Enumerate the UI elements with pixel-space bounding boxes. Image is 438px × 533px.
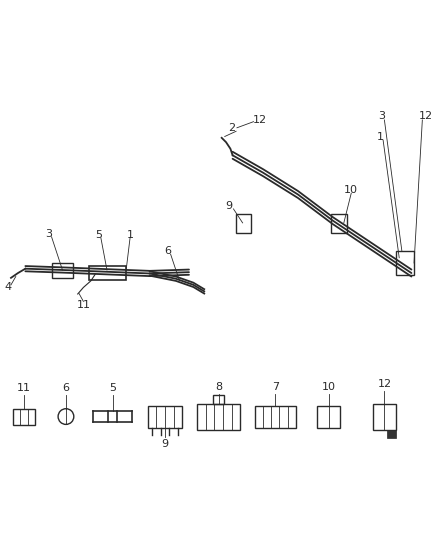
Text: 7: 7 [271, 382, 278, 392]
Text: 1: 1 [126, 230, 133, 240]
Text: 9: 9 [225, 201, 232, 211]
Text: 12: 12 [417, 111, 431, 122]
Text: 12: 12 [377, 378, 391, 389]
Text: 8: 8 [215, 382, 222, 392]
Text: 10: 10 [343, 185, 357, 195]
Polygon shape [386, 430, 395, 438]
Text: 6: 6 [62, 383, 69, 393]
Text: 4: 4 [5, 282, 12, 293]
Text: 3: 3 [378, 111, 385, 122]
Text: 6: 6 [164, 246, 171, 256]
Text: 12: 12 [252, 115, 266, 125]
Text: 9: 9 [161, 439, 168, 449]
Text: 11: 11 [17, 383, 31, 393]
Text: 3: 3 [45, 229, 52, 239]
Text: 11: 11 [76, 300, 90, 310]
Text: 2: 2 [227, 123, 234, 133]
Text: 1: 1 [376, 132, 383, 142]
Text: 5: 5 [95, 230, 102, 240]
Text: 5: 5 [109, 383, 116, 393]
Text: 10: 10 [321, 382, 335, 392]
